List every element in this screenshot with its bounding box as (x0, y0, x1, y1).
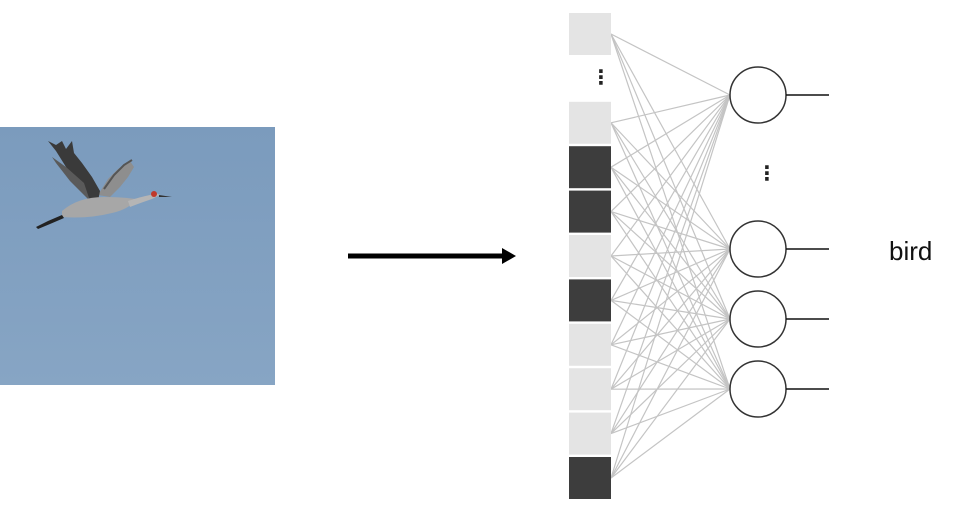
sky-background (0, 127, 275, 385)
connection-line (610, 94, 731, 124)
connection-line (610, 94, 731, 257)
input-cell (569, 235, 611, 277)
connection-line (610, 166, 731, 250)
connection-line (610, 248, 731, 346)
connection-line (610, 248, 731, 390)
connection-line (610, 318, 731, 390)
arrow (348, 248, 516, 264)
connection-line (610, 94, 731, 479)
connection-line (610, 94, 731, 434)
output-label: bird (889, 236, 933, 266)
input-layer (569, 13, 611, 499)
connection-line (610, 299, 731, 390)
connection-line (610, 211, 731, 250)
output-ellipsis: ⋮ (757, 161, 777, 185)
input-cell (569, 190, 611, 233)
crane-icon (36, 141, 172, 229)
input-cell (569, 101, 611, 144)
connection-line (610, 318, 731, 479)
crane-photo (0, 127, 275, 385)
connection-line (610, 122, 731, 390)
connection-line (610, 248, 731, 434)
connection-line (610, 211, 731, 390)
connection-line (610, 248, 731, 257)
input-cell (569, 279, 611, 322)
connection-line (610, 166, 731, 390)
input-cell (569, 323, 611, 366)
input-cell (569, 146, 611, 189)
connection-line (610, 344, 731, 390)
connection-line (610, 94, 731, 168)
connection-line (610, 33, 731, 390)
input-cell (569, 412, 611, 455)
input-cell (569, 13, 611, 55)
connection-line (610, 122, 731, 250)
input-cell (569, 368, 611, 411)
connection-line (610, 388, 731, 479)
connection-line (610, 33, 731, 96)
connection-line (610, 248, 731, 301)
connection-line (610, 248, 731, 479)
input-ellipsis: ⋮ (591, 65, 611, 89)
output-neuron (729, 220, 787, 278)
connection-line (610, 94, 731, 390)
connections (610, 33, 731, 479)
connection-line (610, 33, 731, 250)
connection-line (610, 388, 731, 435)
connection-line (610, 94, 731, 213)
connection-line (610, 94, 731, 346)
output-neuron (729, 360, 787, 418)
arrow-head (502, 248, 516, 264)
connection-line (610, 255, 731, 390)
output-neuron (729, 290, 787, 348)
output-neuron (729, 66, 787, 124)
input-cell (569, 457, 611, 499)
connection-line (610, 94, 731, 301)
output-layer (729, 66, 829, 418)
